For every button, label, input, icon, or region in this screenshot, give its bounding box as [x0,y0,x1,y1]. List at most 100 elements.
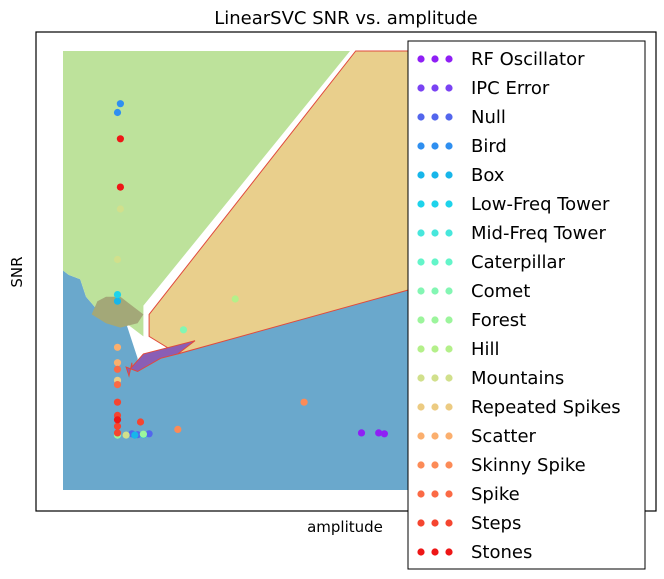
legend-marker [431,519,439,527]
legend-marker [445,171,453,179]
legend-marker [445,200,453,208]
point-spike [113,381,122,389]
point-comet [179,326,188,334]
legend-marker [431,142,439,150]
legend-label: Comet [471,281,530,302]
legend-marker [417,84,425,92]
legend-marker [431,490,439,498]
legend-label: Hill [471,339,500,360]
legend-marker [445,519,453,527]
legend-marker [417,258,425,266]
point-hill [231,295,239,303]
legend-entry-skinny-spike: Skinny Spike [417,455,586,476]
point-mountains [113,255,122,264]
legend-label: Mid-Freq Tower [471,223,606,244]
legend-marker [431,229,439,237]
legend-marker [417,200,425,208]
legend-entry-low-freq-tower: Low-Freq Tower [417,194,610,215]
legend-marker [417,316,425,324]
legend-label: RF Oscillator [471,49,585,70]
legend-label: Scatter [471,426,537,447]
legend-label: Null [471,107,506,128]
legend: RF Oscillator IPC Error Null Bird Box Low-Fre… [407,40,646,570]
legend-entry-caterpillar: Caterpillar [417,252,566,273]
legend-marker [431,432,439,440]
legend-marker [431,84,439,92]
legend-marker [431,200,439,208]
legend-marker [417,461,425,469]
legend-marker [445,432,453,440]
legend-entry-steps: Steps [417,513,521,534]
legend-label: Low-Freq Tower [471,194,610,215]
point-box [131,431,139,439]
point-mountains [116,205,124,213]
point-bird [116,100,124,108]
legend-marker [445,113,453,121]
legend-marker [417,490,425,498]
legend-entry-hill: Hill [417,339,500,360]
legend-marker [431,461,439,469]
legend-entry-box: Box [417,165,505,186]
x-axis-label: amplitude [307,518,383,536]
legend-marker [445,548,453,556]
legend-entry-mountains: Mountains [417,368,564,389]
point-rf-oscillator [380,430,388,438]
legend-marker [431,287,439,295]
legend-marker [445,229,453,237]
legend-marker [431,55,439,63]
region-ipc-error [125,340,196,378]
legend-marker [417,432,425,440]
point-steps [136,418,145,426]
legend-marker [445,258,453,266]
point-bird [113,108,122,117]
legend-marker [431,258,439,266]
legend-marker [445,55,453,63]
point-steps [113,398,122,406]
axes-frame [35,31,657,512]
legend-label: Steps [471,513,521,534]
legend-marker [445,287,453,295]
point-mountains [122,431,130,439]
legend-marker [445,374,453,382]
legend-marker [417,55,425,63]
legend-label: Caterpillar [471,252,566,273]
legend-marker [417,519,425,527]
legend-label: Forest [471,310,526,331]
legend-label: Repeated Spikes [471,397,621,418]
point-low-freq-tower [113,291,122,299]
point-steps [113,422,122,430]
legend-label: Bird [471,136,507,157]
legend-marker [431,548,439,556]
legend-marker [431,316,439,324]
point-forest [139,430,147,438]
point-stones [116,135,124,143]
point-skinny-spike [174,425,182,433]
point-stones [116,183,124,191]
legend-marker [417,403,425,411]
legend-marker [417,142,425,150]
legend-entry-scatter: Scatter [417,426,537,447]
legend-entry-rf-oscillator: RF Oscillator [417,49,585,70]
y-axis-label: SNR [8,256,26,287]
region-hill [63,51,350,337]
legend-marker [445,316,453,324]
legend-entry-stones: Stones [417,542,532,563]
legend-box [407,40,646,570]
legend-label: Skinny Spike [471,455,586,476]
legend-entry-repeated-spikes: Repeated Spikes [417,397,621,418]
legend-marker [431,113,439,121]
legend-marker [431,171,439,179]
legend-marker [417,229,425,237]
legend-marker [417,113,425,121]
point-scatter [113,359,122,367]
point-skinny-spike [300,398,308,406]
point-steps [113,429,122,437]
legend-marker [431,403,439,411]
point-stones [113,416,122,424]
legend-entry-comet: Comet [417,281,530,302]
legend-label: Spike [471,484,520,505]
legend-marker [417,345,425,353]
legend-marker [445,345,453,353]
legend-entry-forest: Forest [417,310,526,331]
